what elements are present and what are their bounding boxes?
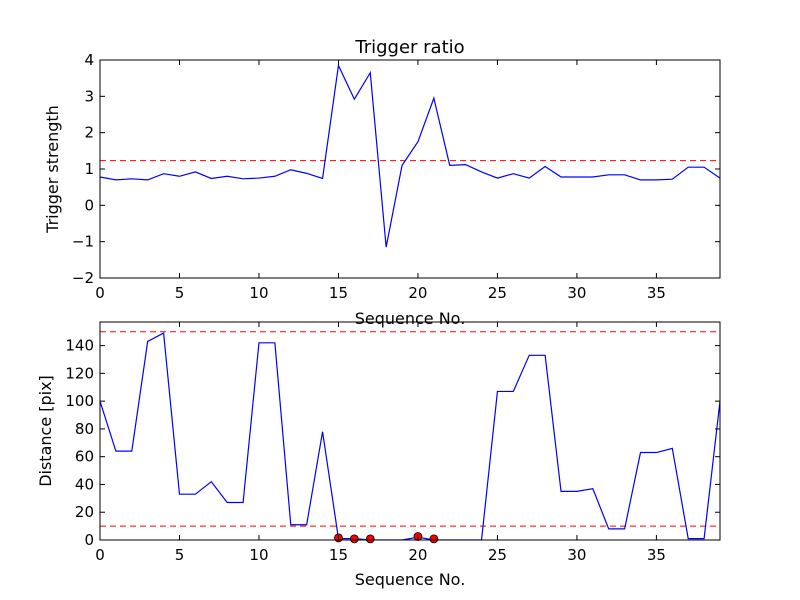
x-tick-label: 10 [249, 284, 268, 302]
data-point-marker [349, 534, 359, 544]
y-tick-label: 80 [75, 420, 94, 438]
x-tick-label: 25 [488, 284, 507, 302]
y-tick-label: 2 [84, 124, 94, 142]
data-point-marker [429, 534, 439, 544]
y-axis-label: Trigger strength [43, 105, 62, 234]
y-tick-label: 1 [84, 160, 94, 178]
x-tick-label: 0 [95, 284, 105, 302]
y-tick-label: 40 [75, 475, 94, 493]
x-tick-label: 5 [175, 284, 185, 302]
x-tick-label: 35 [647, 546, 666, 564]
x-tick-label: 20 [408, 284, 427, 302]
data-point-marker [365, 534, 375, 544]
x-tick-label: 30 [567, 284, 586, 302]
y-tick-label: 100 [65, 392, 94, 410]
x-tick-label: 0 [95, 546, 105, 564]
x-axis-label: Sequence No. [355, 309, 466, 328]
y-axis-label: Distance [pix] [36, 375, 55, 487]
trigger-ratio-chart: Trigger ratio Trigger strength Sequence … [43, 37, 721, 328]
x-tick-label: 30 [567, 546, 586, 564]
y-tick-label: −2 [72, 269, 94, 287]
y-tick-label: 0 [84, 196, 94, 214]
x-tick-label: 15 [329, 546, 348, 564]
x-tick-label: 10 [249, 546, 268, 564]
y-tick-label: 3 [84, 87, 94, 105]
x-tick-label: 5 [175, 546, 185, 564]
y-tick-label: −1 [72, 233, 94, 251]
chart-title: Trigger ratio [354, 37, 464, 58]
y-tick-label: 140 [65, 337, 94, 355]
x-tick-label: 35 [647, 284, 666, 302]
series-line [100, 63, 720, 248]
y-tick-label: 20 [75, 503, 94, 521]
x-axis-label: Sequence No. [355, 570, 466, 589]
y-tick-label: 4 [84, 51, 94, 69]
y-tick-label: 120 [65, 364, 94, 382]
x-tick-label: 15 [329, 284, 348, 302]
plot-frame [99, 321, 721, 541]
distance-chart: Distance [pix] Sequence No. 0 5 10 15 20 25 30… [36, 321, 721, 589]
y-tick-label: 60 [75, 448, 94, 466]
series-line [100, 332, 720, 540]
x-tick-label: 25 [488, 546, 507, 564]
y-tick-label: 0 [84, 531, 94, 549]
x-tick-label: 20 [408, 546, 427, 564]
